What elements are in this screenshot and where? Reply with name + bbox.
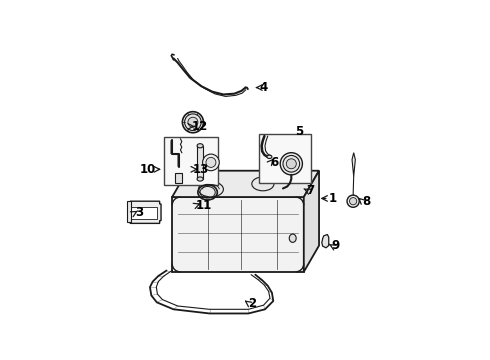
Text: 11: 11: [196, 199, 212, 212]
Ellipse shape: [198, 182, 223, 197]
Ellipse shape: [267, 155, 272, 158]
Circle shape: [347, 195, 359, 207]
Text: 12: 12: [192, 120, 208, 133]
Circle shape: [203, 154, 219, 171]
Text: 3: 3: [135, 206, 144, 219]
Bar: [197, 146, 203, 179]
Text: 4: 4: [259, 81, 268, 94]
Text: 1: 1: [329, 192, 337, 205]
Circle shape: [286, 159, 296, 169]
Polygon shape: [172, 171, 319, 197]
Circle shape: [185, 114, 201, 131]
Bar: [175, 174, 182, 183]
Polygon shape: [128, 201, 161, 223]
Ellipse shape: [197, 144, 203, 148]
Text: 5: 5: [295, 125, 304, 138]
Circle shape: [283, 156, 300, 172]
Ellipse shape: [197, 177, 203, 181]
Circle shape: [188, 117, 198, 127]
Text: 8: 8: [362, 195, 370, 208]
Text: 2: 2: [248, 297, 256, 310]
Polygon shape: [304, 171, 319, 272]
Bar: [259, 134, 311, 183]
Polygon shape: [352, 153, 355, 176]
Circle shape: [280, 153, 302, 175]
Ellipse shape: [289, 234, 296, 242]
Text: 6: 6: [270, 156, 279, 169]
Bar: [164, 137, 218, 185]
Text: 10: 10: [139, 163, 155, 176]
Text: 9: 9: [332, 239, 340, 252]
Bar: [127, 201, 130, 222]
Polygon shape: [172, 197, 304, 272]
Circle shape: [349, 198, 357, 205]
Text: 13: 13: [193, 163, 209, 176]
Circle shape: [182, 112, 203, 133]
Text: 7: 7: [307, 184, 315, 197]
Bar: [130, 207, 157, 220]
Ellipse shape: [252, 177, 274, 191]
Circle shape: [206, 157, 216, 167]
Polygon shape: [322, 234, 329, 248]
